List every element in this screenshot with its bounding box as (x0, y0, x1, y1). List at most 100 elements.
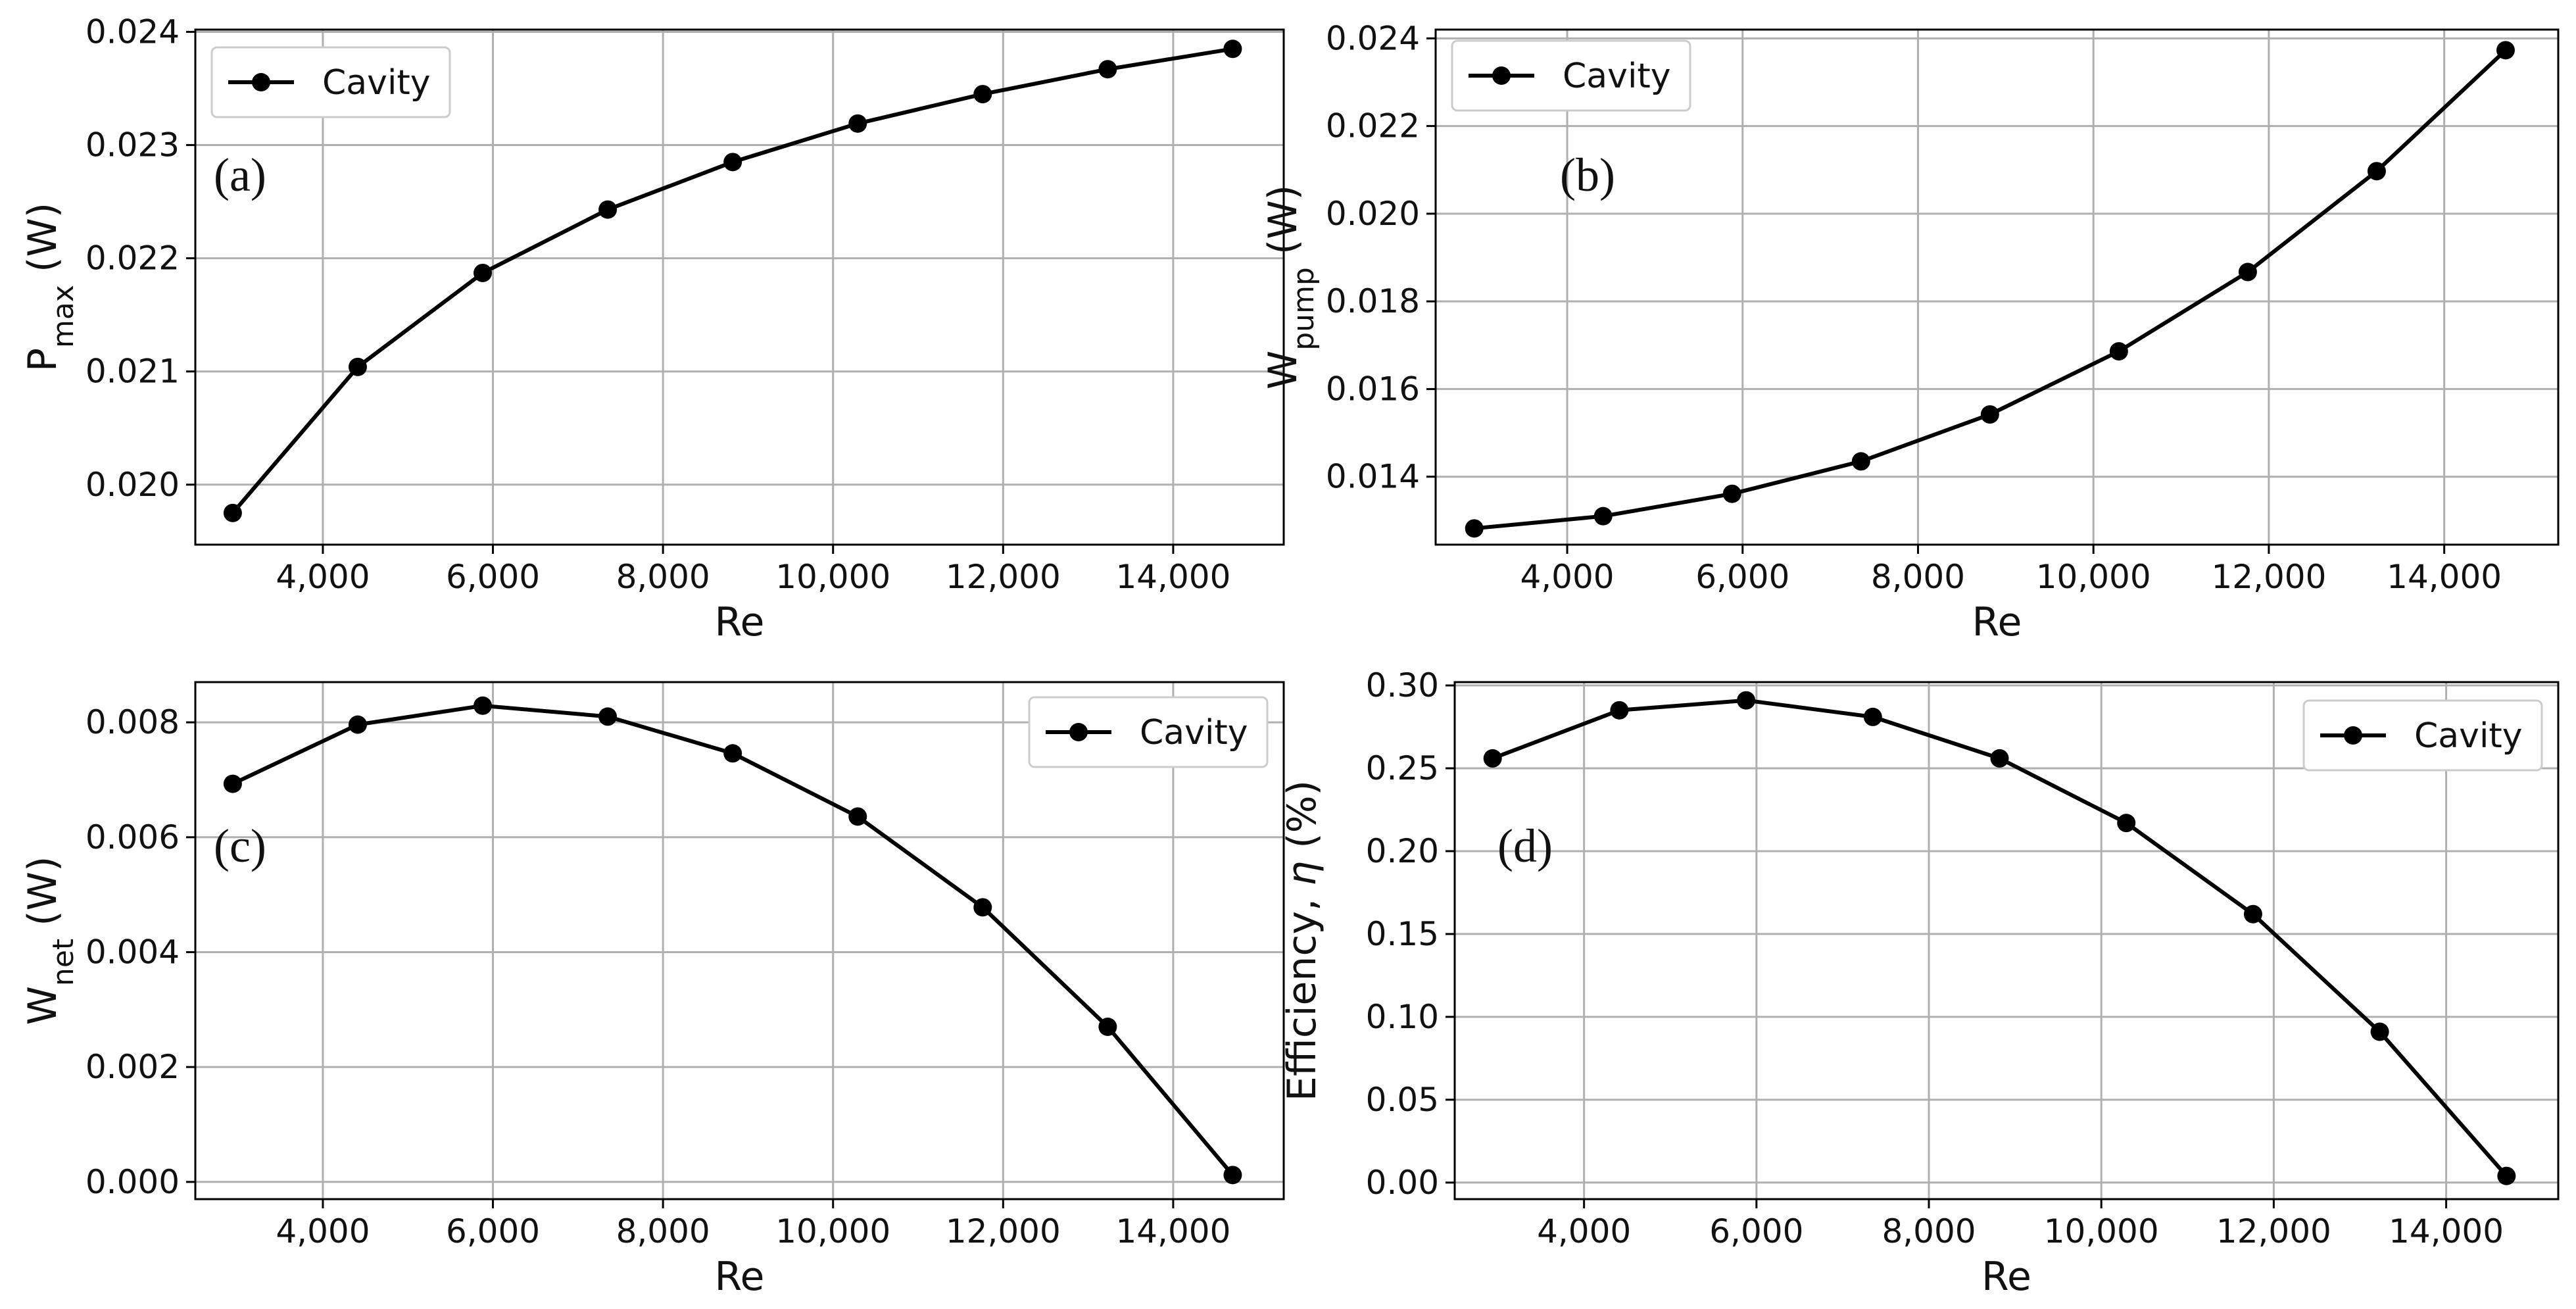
legend-label: Cavity (1140, 713, 1248, 753)
data-point (598, 200, 618, 219)
x-tick-label: 12,000 (2211, 558, 2326, 596)
data-point (1098, 60, 1117, 79)
legend (1028, 696, 1269, 768)
data-point (1863, 707, 1882, 726)
y-tick-label: 0.30 (1366, 666, 1439, 704)
data-point (474, 263, 493, 282)
legend-label: Cavity (322, 63, 431, 103)
x-tick-label: 4,000 (276, 558, 370, 596)
plot-frame (1453, 681, 2560, 1200)
y-axis-label: Pmax (W) (20, 203, 80, 372)
y-axis-label: Wnet (W) (20, 856, 80, 1025)
data-point (848, 114, 867, 133)
x-tick-label: 8,000 (616, 558, 710, 596)
x-tick-label: 14,000 (2389, 1212, 2504, 1250)
legend (1451, 39, 1691, 112)
x-tick-label: 6,000 (1695, 558, 1789, 596)
y-tick-label: 0.002 (85, 1048, 180, 1086)
data-point (2109, 342, 2128, 361)
y-tick-label: 0.008 (85, 703, 180, 741)
x-tick-label: 4,000 (1520, 558, 1614, 596)
y-tick-label: 0.016 (1326, 370, 1420, 408)
data-point (223, 503, 242, 522)
data-point (973, 85, 992, 104)
data-point (1223, 1166, 1242, 1185)
data-point (223, 774, 242, 793)
x-tick-label: 6,000 (446, 1212, 540, 1250)
x-tick-label: 6,000 (446, 558, 540, 596)
x-tick-label: 4,000 (1537, 1212, 1631, 1250)
data-point (973, 898, 992, 917)
x-tick-label: 6,000 (1709, 1212, 1803, 1250)
data-point (1990, 749, 2009, 768)
y-tick-label: 0.024 (85, 12, 180, 51)
y-tick-label: 0.00 (1366, 1164, 1439, 1202)
x-tick-label: 12,000 (2216, 1212, 2331, 1250)
panel-a: 4,000 6,000 8,000 10,000 12,000 14,000 0.020 0.… (20, 12, 1285, 645)
x-tick-label: 10,000 (2044, 1212, 2159, 1250)
y-tick-label: 0.022 (85, 239, 180, 278)
x-tick-label: 4,000 (276, 1212, 370, 1250)
data-point (1098, 1018, 1117, 1036)
x-tick-label: 12,000 (946, 1212, 1061, 1250)
data-point (2496, 41, 2515, 60)
data-point (2497, 1166, 2516, 1185)
y-tick-label: 0.05 (1366, 1081, 1439, 1119)
x-axis-label: Re (1981, 1254, 2031, 1300)
series-line-cavity (1474, 49, 2508, 531)
y-axis-label: Efficiency, η (%) (1279, 780, 1325, 1101)
data-point (2117, 814, 2136, 833)
x-tick-label: 8,000 (616, 1212, 710, 1250)
y-tick-label: 0.10 (1366, 998, 1439, 1036)
data-point (1483, 749, 1502, 768)
y-tick-label: 0.020 (85, 466, 180, 504)
legend-marker (252, 73, 270, 91)
legend (2302, 699, 2543, 772)
panel-label: (d) (1497, 820, 1553, 872)
data-point (723, 744, 742, 763)
x-tick-label: 8,000 (1871, 558, 1965, 596)
plot-frame (1434, 28, 2560, 546)
y-tick-label: 0.25 (1366, 749, 1439, 787)
data-point (1980, 405, 1999, 424)
data-point (2370, 1022, 2389, 1041)
x-axis-label: Re (715, 599, 765, 645)
data-point (723, 153, 742, 172)
y-tick-label: 0.20 (1366, 832, 1439, 870)
data-point (1851, 452, 1870, 471)
plot-frame (194, 28, 1285, 546)
y-tick-label: 0.022 (1326, 107, 1420, 145)
legend-marker (1492, 66, 1511, 85)
panel-label: (a) (214, 149, 266, 201)
series-line-cavity (231, 703, 1234, 1177)
x-axis-label: Re (715, 1254, 765, 1300)
y-tick-label: 0.15 (1366, 915, 1439, 953)
x-tick-label: 10,000 (775, 558, 890, 596)
y-tick-label: 0.004 (85, 933, 180, 971)
x-tick-label: 14,000 (2387, 558, 2502, 596)
y-tick-label: 0.024 (1326, 19, 1420, 57)
data-point (598, 707, 618, 726)
y-tick-label: 0.018 (1326, 282, 1420, 320)
panel-d: 4,000 6,000 8,000 10,000 12,000 14,000 0.00 0.0… (1279, 666, 2560, 1300)
y-tick-label: 0.023 (85, 126, 180, 164)
y-tick-label: 0.020 (1326, 195, 1420, 233)
x-tick-label: 14,000 (1115, 558, 1230, 596)
data-point (1223, 39, 1242, 59)
legend-marker (2344, 726, 2362, 745)
y-tick-label: 0.014 (1326, 458, 1420, 496)
panel-label: (c) (214, 820, 266, 872)
panel-c: 4,000 6,000 8,000 10,000 12,000 14,000 0.000 0.… (20, 681, 1285, 1300)
data-point (1737, 691, 1756, 710)
data-point (2243, 904, 2262, 924)
plot-frame (194, 681, 1285, 1200)
panel-b: 4,000 6,000 8,000 10,000 12,000 14,000 0.014 0.… (1260, 19, 2560, 645)
x-tick-label: 10,000 (2036, 558, 2151, 596)
y-tick-label: 0.021 (85, 353, 180, 391)
series-line-cavity (1492, 698, 2508, 1177)
legend-label: Cavity (1563, 57, 1671, 96)
legend (210, 46, 451, 118)
data-point (1722, 484, 1741, 503)
y-tick-label: 0.000 (85, 1163, 180, 1201)
